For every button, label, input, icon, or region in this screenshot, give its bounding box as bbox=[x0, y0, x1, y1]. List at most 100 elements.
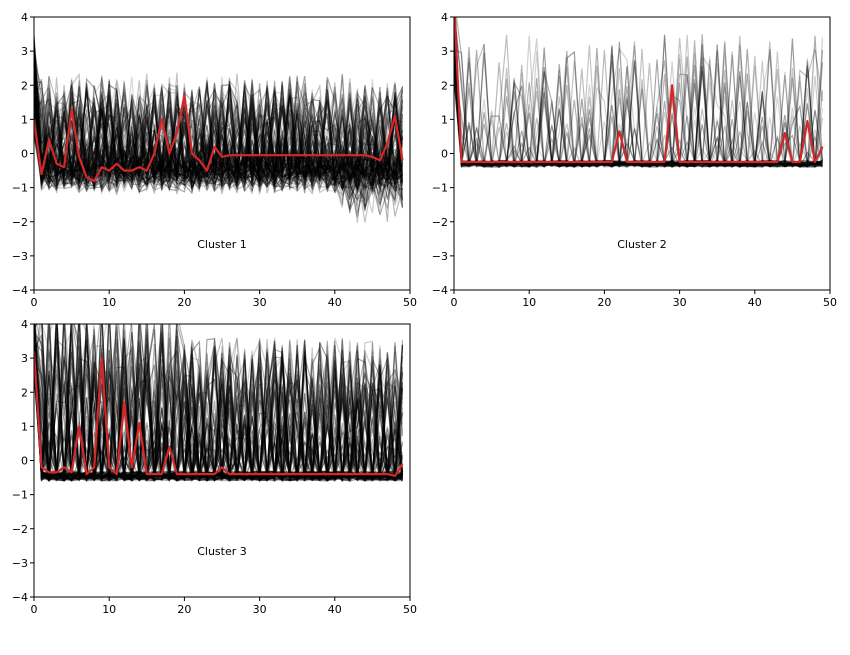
x-tick-label: 20 bbox=[597, 296, 611, 309]
background-trace bbox=[34, 339, 404, 482]
background-traces bbox=[454, 17, 824, 169]
background-trace bbox=[34, 78, 404, 189]
background-trace bbox=[34, 99, 404, 202]
background-trace bbox=[34, 347, 403, 482]
background-trace bbox=[34, 341, 404, 483]
background-trace bbox=[34, 79, 403, 192]
background-trace bbox=[34, 38, 403, 201]
background-trace bbox=[34, 75, 403, 194]
background-trace bbox=[34, 348, 404, 482]
background-trace bbox=[34, 80, 404, 192]
y-tick-label: −4 bbox=[12, 591, 28, 604]
background-trace bbox=[34, 76, 403, 187]
background-trace bbox=[34, 72, 404, 223]
y-tick-label: 2 bbox=[21, 386, 28, 399]
cluster-panel-1: 0 10 20 30 40 50 −4 −3 −2 −1 0 1 2 3 4 Cluster 1 bbox=[12, 11, 417, 309]
background-trace bbox=[34, 324, 404, 482]
background-trace bbox=[34, 324, 403, 482]
background-trace bbox=[34, 340, 403, 481]
background-trace bbox=[34, 324, 403, 482]
background-trace bbox=[34, 324, 404, 482]
y-tick-label: −4 bbox=[12, 284, 28, 297]
background-trace bbox=[34, 324, 403, 482]
background-trace bbox=[34, 86, 403, 193]
background-trace bbox=[34, 94, 404, 209]
background-trace bbox=[34, 325, 404, 482]
background-trace bbox=[34, 47, 404, 189]
background-trace bbox=[34, 326, 404, 482]
highlight-series-line bbox=[34, 351, 404, 477]
background-trace bbox=[34, 88, 403, 190]
background-trace bbox=[454, 21, 824, 168]
background-trace bbox=[34, 324, 404, 481]
background-trace bbox=[34, 82, 404, 195]
background-trace bbox=[34, 75, 404, 188]
background-trace bbox=[34, 333, 403, 482]
y-tick-label: 4 bbox=[21, 318, 28, 331]
background-trace bbox=[34, 91, 403, 201]
y-tick-label: −2 bbox=[12, 216, 28, 229]
background-trace bbox=[34, 324, 404, 483]
background-trace bbox=[454, 34, 823, 168]
background-trace bbox=[34, 324, 403, 482]
background-trace bbox=[454, 29, 824, 168]
background-trace bbox=[454, 50, 823, 169]
background-trace bbox=[454, 36, 823, 168]
background-trace bbox=[34, 324, 404, 482]
background-trace bbox=[34, 81, 404, 202]
background-trace bbox=[34, 81, 404, 191]
cluster-label: Cluster 2 bbox=[617, 238, 667, 251]
background-trace bbox=[34, 83, 404, 196]
background-trace bbox=[34, 324, 404, 481]
background-trace bbox=[34, 327, 404, 482]
background-trace bbox=[34, 50, 404, 193]
background-trace bbox=[34, 358, 403, 482]
background-trace bbox=[34, 88, 404, 192]
background-trace bbox=[34, 324, 404, 483]
background-trace bbox=[34, 324, 403, 482]
background-trace bbox=[454, 17, 823, 168]
background-trace bbox=[34, 55, 404, 187]
background-trace bbox=[34, 344, 404, 482]
cluster-panel-2: 0 10 20 30 40 50 −4 −3 −2 −1 0 1 2 3 4 Cluster 2 bbox=[432, 11, 837, 309]
background-trace bbox=[34, 75, 404, 196]
x-tick-label: 50 bbox=[403, 603, 417, 616]
background-trace bbox=[34, 69, 404, 196]
background-trace bbox=[34, 53, 404, 206]
background-trace bbox=[34, 326, 403, 482]
background-trace bbox=[34, 83, 404, 222]
background-trace bbox=[34, 64, 403, 198]
background-trace bbox=[34, 35, 403, 188]
background-trace bbox=[34, 84, 404, 217]
background-trace bbox=[454, 44, 823, 168]
background-trace bbox=[34, 77, 403, 200]
background-trace bbox=[454, 38, 823, 169]
y-tick-label: 2 bbox=[441, 79, 448, 92]
y-tick-label: −1 bbox=[12, 182, 28, 195]
x-tick-label: 20 bbox=[177, 603, 191, 616]
cluster-panel-3: 0 10 20 30 40 50 −4 −3 −2 −1 0 1 2 3 4 Cluster 3 bbox=[12, 318, 417, 616]
background-trace bbox=[34, 324, 404, 481]
background-trace bbox=[34, 324, 403, 482]
background-trace bbox=[34, 80, 404, 209]
background-trace bbox=[34, 45, 404, 194]
y-tick-label: 0 bbox=[441, 148, 448, 161]
x-tick-label: 40 bbox=[328, 603, 342, 616]
background-trace bbox=[34, 324, 404, 482]
background-trace bbox=[34, 324, 404, 482]
background-trace bbox=[454, 44, 823, 169]
background-trace bbox=[36, 324, 404, 482]
background-trace bbox=[34, 83, 404, 191]
background-trace bbox=[34, 324, 404, 482]
background-trace bbox=[34, 73, 403, 192]
background-trace bbox=[34, 53, 404, 217]
background-trace bbox=[34, 324, 404, 483]
background-trace bbox=[34, 324, 404, 483]
background-trace bbox=[34, 81, 404, 213]
background-trace bbox=[454, 47, 823, 168]
background-trace bbox=[34, 84, 403, 189]
background-trace bbox=[34, 79, 403, 197]
background-trace bbox=[34, 324, 404, 483]
background-trace bbox=[454, 17, 823, 168]
